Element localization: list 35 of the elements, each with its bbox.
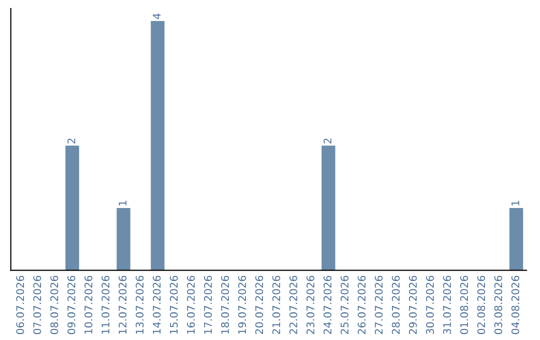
x-tick-label: 29.07.2026 — [408, 276, 417, 334]
x-tick-label: 17.07.2026 — [204, 276, 212, 334]
x-tick-label: 27.07.2026 — [374, 276, 383, 334]
x-tick-label: 01.08.2026 — [460, 276, 468, 334]
x-tick-label: 20.07.2026 — [255, 276, 264, 334]
x-tick-label: 04.08.2026 — [511, 276, 520, 334]
x-tick-label: 24.07.2026 — [324, 276, 332, 334]
x-tick-label: 08.07.2026 — [50, 276, 58, 334]
x-tick-label: 30.07.2026 — [426, 276, 434, 334]
x-tick-label: 14.07.2026 — [152, 276, 161, 334]
x-tick-label: 25.07.2026 — [340, 276, 349, 334]
x-tick-label: 03.08.2026 — [494, 276, 502, 334]
x-tick-label: 10.07.2026 — [84, 276, 92, 334]
x-tick-label: 11.07.2026 — [102, 276, 110, 334]
x-tick-label: 02.08.2026 — [477, 276, 486, 334]
data-label: 4 — [152, 14, 161, 20]
x-tick-label: 15.07.2026 — [170, 276, 178, 334]
data-label: 1 — [118, 200, 126, 206]
x-tick-label: 12.07.2026 — [118, 276, 127, 334]
x-tick-label: 09.07.2026 — [67, 276, 76, 334]
x-tick-label: 18.07.2026 — [221, 276, 229, 334]
x-tick-label: 26.07.2026 — [358, 276, 366, 334]
data-label: 1 — [512, 200, 520, 206]
x-tick-label: 23.07.2026 — [306, 276, 314, 334]
x-tick-label: 07.07.2026 — [33, 276, 42, 334]
x-tick-label: 06.07.2026 — [16, 276, 24, 334]
x-tick-label: 13.07.2026 — [136, 276, 144, 334]
x-tick-label: 16.07.2026 — [186, 276, 195, 334]
x-tick-label: 28.07.2026 — [392, 276, 400, 334]
data-label: 2 — [67, 138, 76, 144]
x-tick-label: 19.07.2026 — [238, 276, 246, 334]
data-label: 2 — [324, 138, 332, 144]
x-tick-label: 22.07.2026 — [289, 276, 298, 334]
x-tick-label: 21.07.2026 — [272, 276, 280, 334]
x-tick-label: 31.07.2026 — [443, 276, 451, 334]
